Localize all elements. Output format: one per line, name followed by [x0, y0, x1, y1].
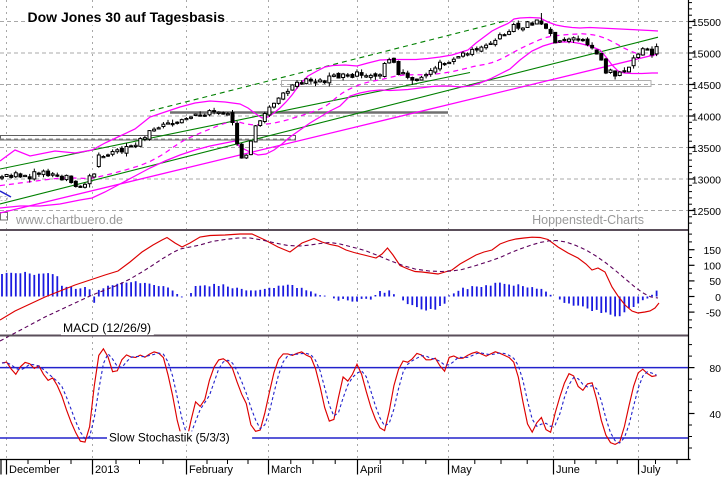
svg-text:July: July [641, 464, 661, 476]
svg-text:12500: 12500 [692, 206, 721, 218]
svg-text:www.chartbuero.de: www.chartbuero.de [15, 213, 123, 227]
svg-text:December: December [9, 464, 60, 476]
svg-text:April: April [360, 464, 382, 476]
svg-text:March: March [271, 464, 302, 476]
svg-text:June: June [556, 464, 580, 476]
svg-text:Hoppenstedt-Charts: Hoppenstedt-Charts [532, 213, 644, 227]
svg-text:MACD (12/26/9): MACD (12/26/9) [63, 321, 151, 335]
svg-text:50: 50 [709, 276, 721, 288]
svg-text:2013: 2013 [95, 464, 119, 476]
svg-text:13500: 13500 [692, 143, 721, 155]
svg-text:150: 150 [703, 245, 721, 257]
svg-text:February: February [189, 464, 234, 476]
svg-text:40: 40 [709, 409, 721, 421]
svg-text:13000: 13000 [692, 174, 721, 186]
svg-text:15000: 15000 [692, 48, 721, 60]
svg-text:Dow Jones 30 auf Tagesbasis: Dow Jones 30 auf Tagesbasis [28, 9, 226, 25]
svg-text:May: May [451, 464, 472, 476]
svg-text:Slow Stochastik (5/3/3): Slow Stochastik (5/3/3) [109, 431, 230, 445]
svg-text:-50: -50 [706, 307, 721, 319]
svg-text:80: 80 [709, 363, 721, 375]
svg-text:100: 100 [703, 261, 721, 273]
svg-text:15500: 15500 [692, 17, 721, 29]
svg-text:0: 0 [715, 292, 721, 304]
svg-text:14500: 14500 [692, 80, 721, 92]
svg-text:14000: 14000 [692, 111, 721, 123]
